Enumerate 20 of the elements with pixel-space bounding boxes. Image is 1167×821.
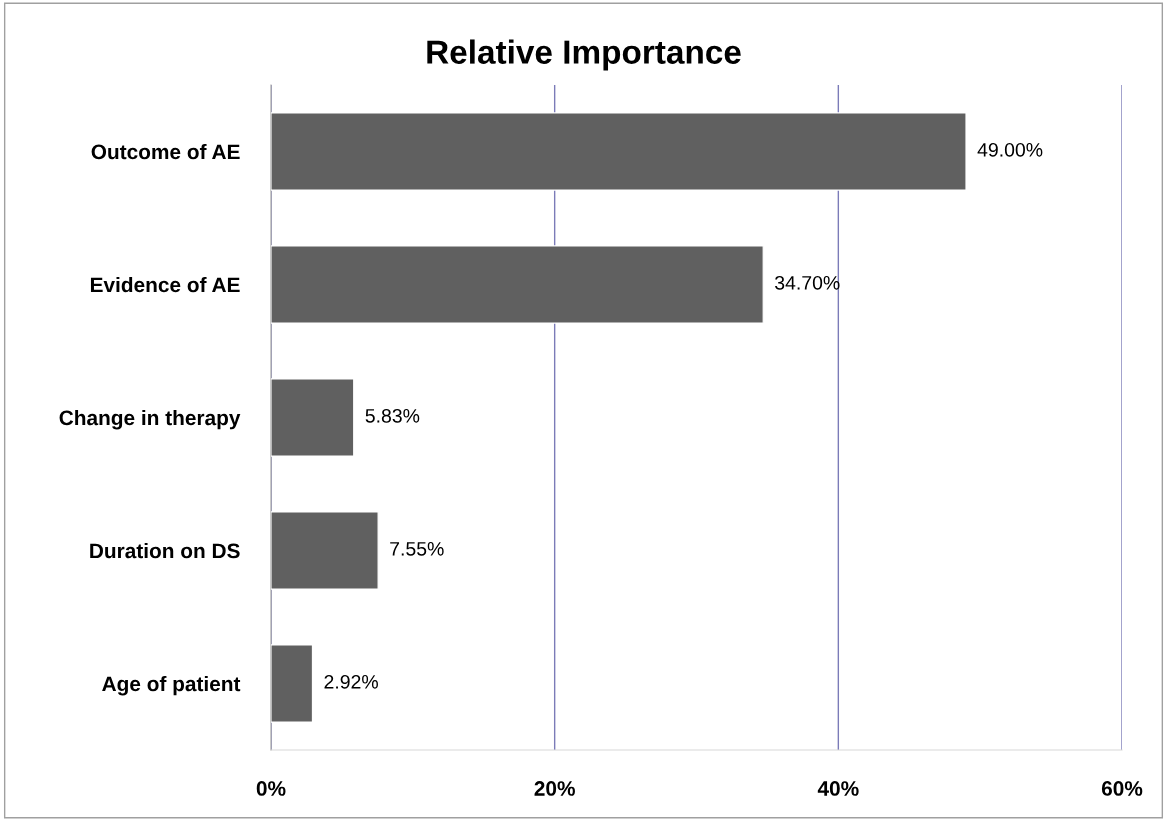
- x-tick-label: 40%: [817, 781, 859, 796]
- data-label: 49.00%: [977, 142, 1043, 157]
- bar: [271, 245, 764, 324]
- bar: [271, 112, 967, 191]
- bar: [271, 378, 355, 457]
- x-tick-label: 60%: [1101, 781, 1143, 796]
- x-tick-label: 0%: [256, 781, 286, 796]
- data-label: 2.92%: [324, 674, 378, 689]
- y-tick-label: Evidence of AE: [90, 276, 240, 293]
- chart-title: Relative Importance: [427, 39, 741, 71]
- y-tick-label: Outcome of AE: [91, 143, 240, 160]
- y-tick-label: Change in therapy: [59, 409, 241, 430]
- data-label: 7.55%: [390, 542, 444, 556]
- bar: [271, 644, 313, 723]
- bar: [271, 511, 379, 590]
- x-tick-label: 20%: [534, 781, 575, 796]
- y-tick-label: Duration on DS: [90, 542, 240, 559]
- data-label: 34.70%: [775, 275, 840, 290]
- y-tick-label: Age of patient: [102, 675, 241, 696]
- data-label: 5.83%: [365, 408, 420, 423]
